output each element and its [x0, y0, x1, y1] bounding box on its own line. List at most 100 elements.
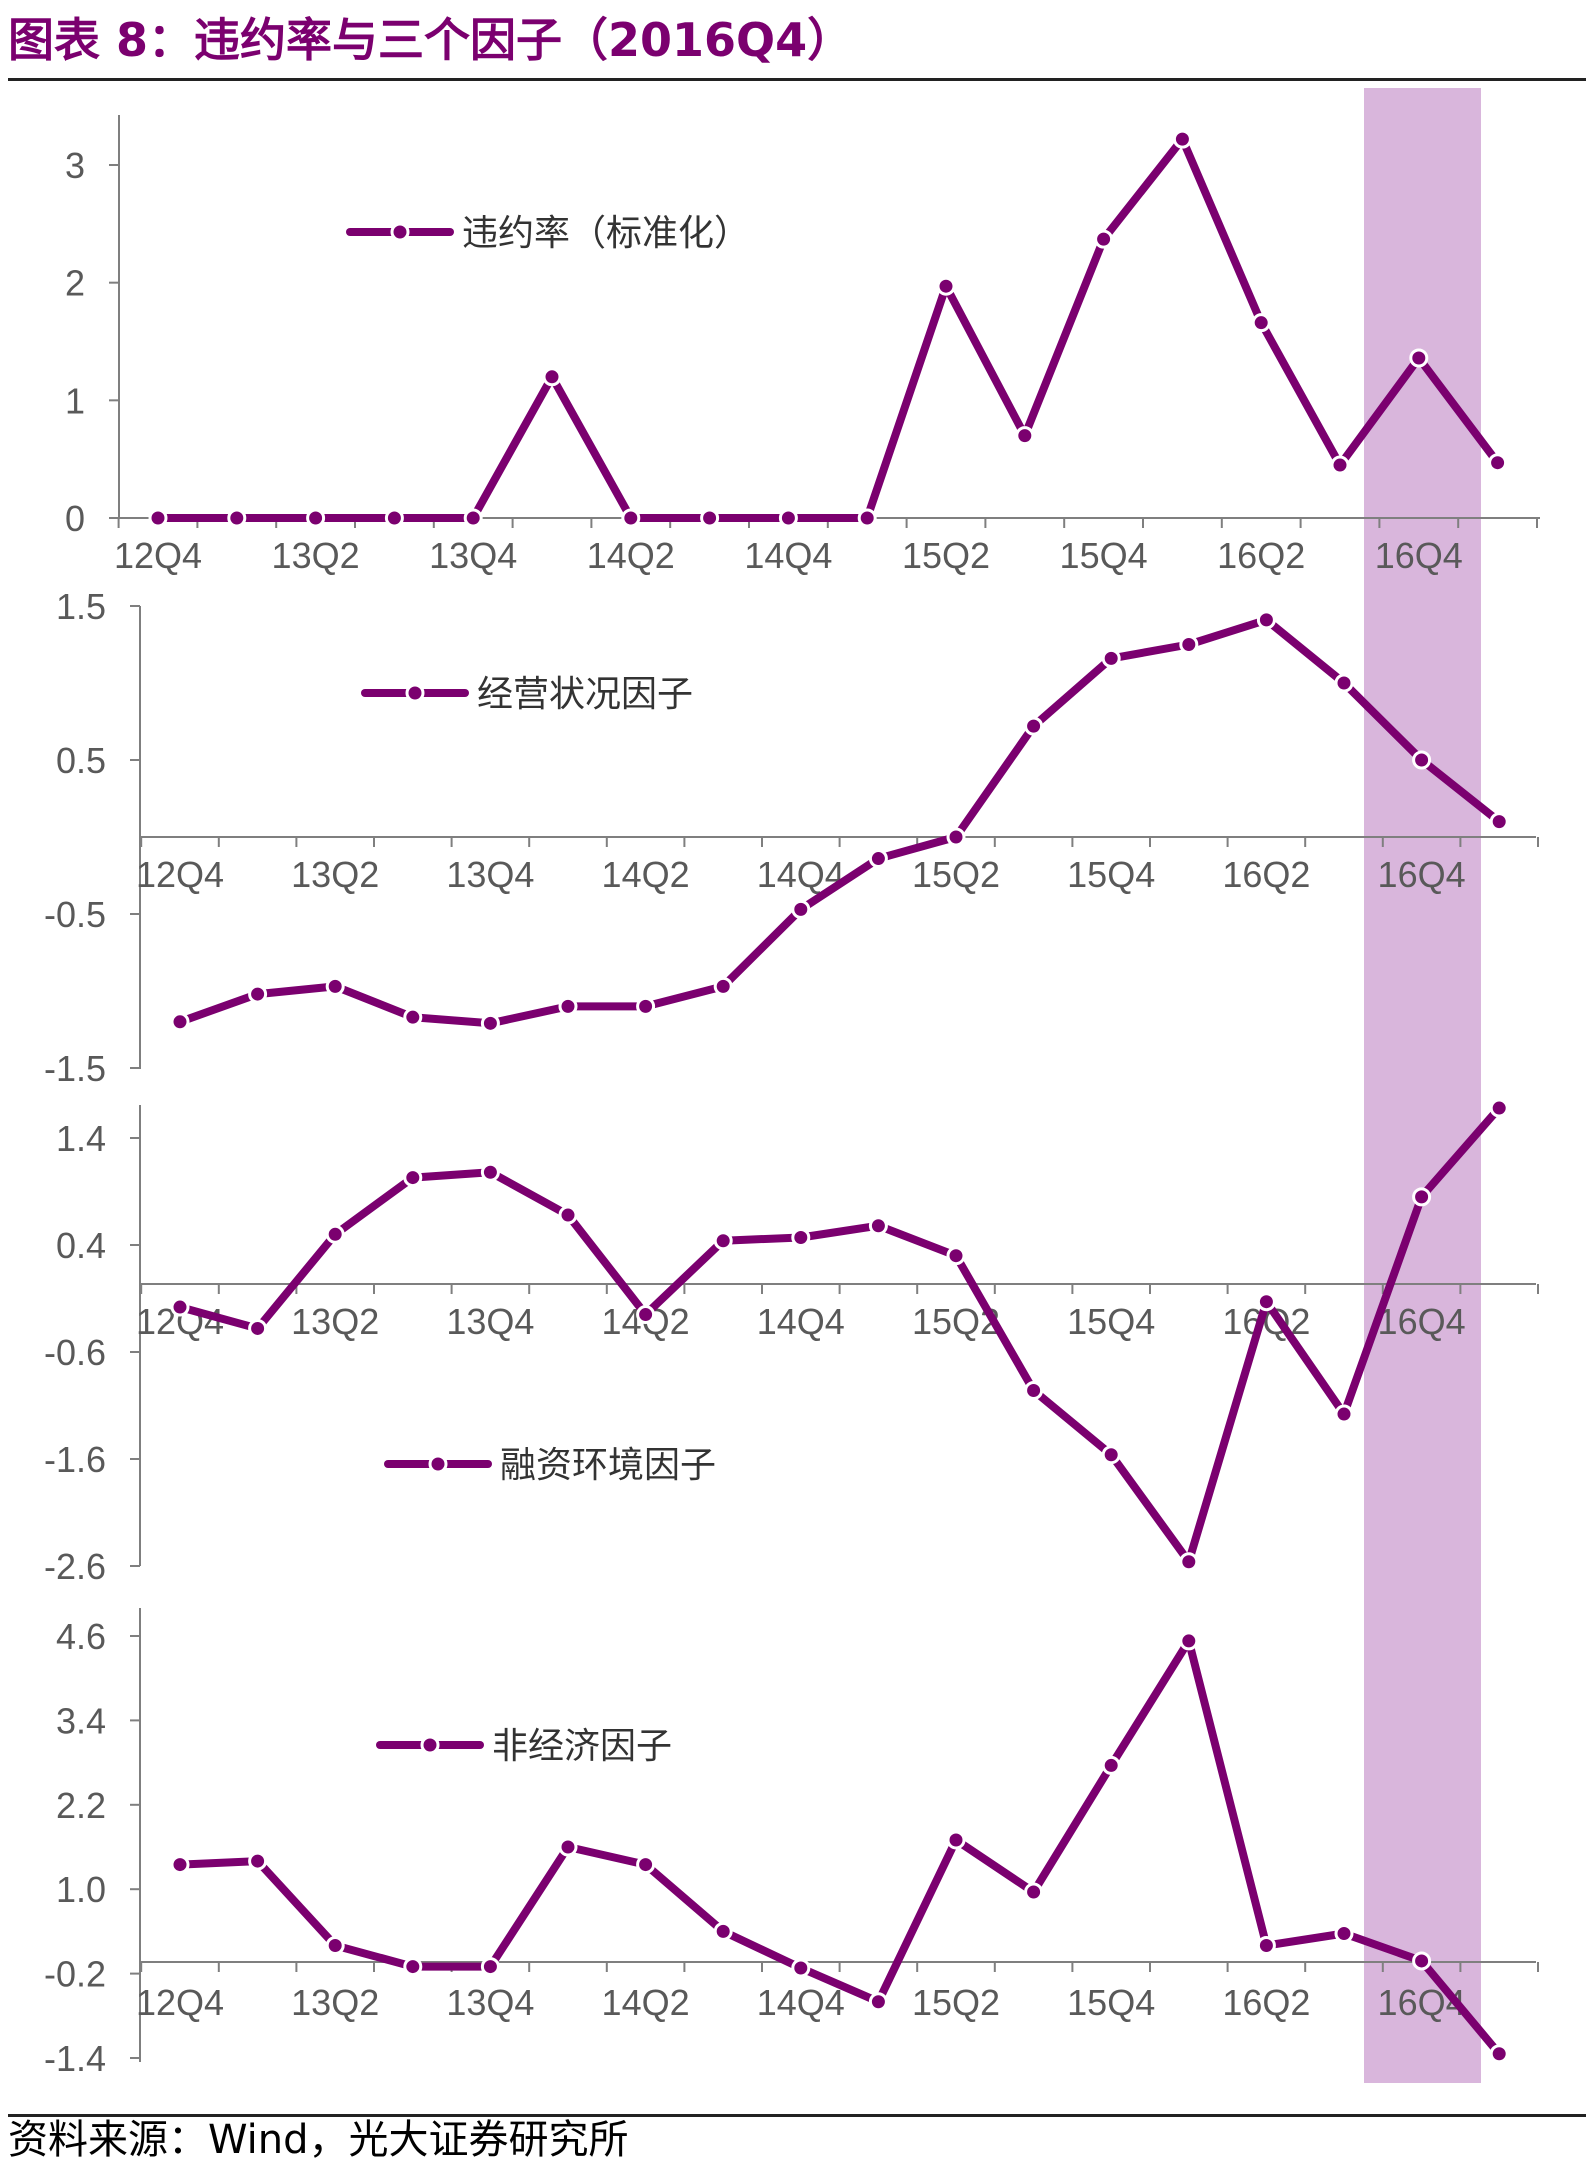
- data-point: [1488, 453, 1508, 473]
- series-line-3: [176, 1104, 1504, 1566]
- y-tick-label: 3: [65, 145, 85, 186]
- data-point: [636, 1855, 656, 1875]
- data-point: [791, 1958, 811, 1978]
- data-point: [713, 1921, 733, 1941]
- legend-marker: [428, 1454, 448, 1474]
- y-tick-label: -2.6: [44, 1546, 106, 1587]
- x-tick-label: 16Q2: [1222, 854, 1310, 895]
- y-tick-label: -0.2: [44, 1954, 106, 1995]
- x-tick-label: 12Q4: [136, 1982, 224, 2023]
- x-tick-label: 14Q2: [587, 535, 675, 576]
- series-line-4: [176, 1636, 1504, 2058]
- series-line-1: [154, 135, 1502, 522]
- data-point: [463, 508, 483, 528]
- x-tick-label: 14Q4: [744, 535, 832, 576]
- x-tick-label: 15Q2: [912, 1982, 1000, 2023]
- data-point: [868, 1992, 888, 2012]
- highlight-band-2016q4: [1364, 88, 1481, 2083]
- y-tick-label: 2: [65, 263, 85, 304]
- data-point: [227, 508, 247, 528]
- x-tick-label: 15Q2: [902, 535, 990, 576]
- series-line-2: [176, 615, 1504, 1028]
- data-point: [1334, 1404, 1354, 1424]
- data-point: [1101, 648, 1121, 668]
- data-point: [480, 1013, 500, 1033]
- data-point: [791, 1228, 811, 1248]
- x-tick-label: 12Q4: [136, 854, 224, 895]
- data-point: [1412, 1951, 1432, 1971]
- data-point: [248, 1318, 268, 1338]
- panel-3: 1.40.4-0.6-1.6-2.612Q413Q213Q414Q214Q415…: [44, 1098, 1539, 1587]
- legend-marker: [420, 1735, 440, 1755]
- data-point: [868, 1216, 888, 1236]
- data-point: [700, 508, 720, 528]
- data-point: [325, 1935, 345, 1955]
- x-tick-label: 15Q2: [912, 854, 1000, 895]
- data-point: [778, 508, 798, 528]
- legend-label: 经营状况因子: [477, 673, 693, 714]
- data-point: [558, 996, 578, 1016]
- bottom-rule: [8, 2114, 1586, 2117]
- data-point: [1024, 716, 1044, 736]
- data-point: [170, 1297, 190, 1317]
- data-point: [1101, 1755, 1121, 1775]
- data-point: [1015, 426, 1035, 446]
- y-tick-label: -0.5: [44, 894, 106, 935]
- x-tick-label: 13Q4: [446, 854, 534, 895]
- legend-marker: [390, 222, 410, 242]
- data-point: [325, 1224, 345, 1244]
- y-tick-label: 0.4: [56, 1225, 106, 1266]
- data-point: [946, 1246, 966, 1266]
- data-point: [170, 1012, 190, 1032]
- x-tick-label: 16Q4: [1375, 535, 1463, 576]
- x-tick-label: 16Q4: [1378, 1982, 1466, 2023]
- y-tick-label: 1.5: [56, 586, 106, 627]
- data-point: [1489, 1098, 1509, 1118]
- x-tick-label: 13Q4: [429, 535, 517, 576]
- y-tick-label: -1.4: [44, 2038, 106, 2079]
- y-tick-label: 1: [65, 380, 85, 421]
- data-point: [248, 984, 268, 1004]
- x-tick-label: 16Q4: [1378, 1301, 1466, 1342]
- data-point: [542, 367, 562, 387]
- y-tick-label: 0: [65, 498, 85, 539]
- legend-label: 非经济因子: [492, 1725, 672, 1766]
- panel-1: 0 1 2 3 12Q4 13Q2 13Q4 14Q2 14Q4 15Q2 15Q4 16Q2 16Q4…: [65, 115, 1540, 576]
- data-point: [1256, 1292, 1276, 1312]
- data-point: [1256, 610, 1276, 630]
- data-point: [1330, 455, 1350, 475]
- data-point: [713, 976, 733, 996]
- x-tick-label: 15Q4: [1060, 535, 1148, 576]
- data-point: [1409, 348, 1429, 368]
- data-point: [170, 1855, 190, 1875]
- y-tick-label: 3.4: [56, 1700, 106, 1741]
- x-tick-label: 16Q2: [1217, 535, 1305, 576]
- legend-marker: [405, 683, 425, 703]
- data-point: [1489, 2044, 1509, 2064]
- data-point: [636, 1305, 656, 1325]
- x-tick-label: 13Q2: [291, 854, 379, 895]
- data-point: [1412, 750, 1432, 770]
- panel-4: 4.6 3.4 2.2 1.0 -0.2 -1.4 12Q4 13Q2 13Q4 14Q2 14Q4…: [44, 1608, 1539, 2079]
- data-point: [1334, 673, 1354, 693]
- data-point: [1256, 1935, 1276, 1955]
- data-point: [403, 1957, 423, 1977]
- data-point: [384, 508, 404, 528]
- y-tick-label: 4.6: [56, 1616, 106, 1657]
- data-point: [713, 1231, 733, 1251]
- data-point: [946, 1830, 966, 1850]
- data-point: [857, 508, 877, 528]
- data-point: [1094, 229, 1114, 249]
- data-point: [306, 508, 326, 528]
- x-tick-label: 12Q4: [114, 535, 202, 576]
- data-point: [558, 1837, 578, 1857]
- data-point: [1179, 635, 1199, 654]
- data-point: [148, 508, 168, 528]
- data-point: [1251, 313, 1271, 333]
- x-tick-label: 15Q4: [1067, 1301, 1155, 1342]
- x-tick-label: 14Q4: [757, 1982, 845, 2023]
- x-tick-label: 16Q2: [1222, 1982, 1310, 2023]
- y-tick-label: 2.2: [56, 1785, 106, 1826]
- x-tick-label: 13Q2: [272, 535, 360, 576]
